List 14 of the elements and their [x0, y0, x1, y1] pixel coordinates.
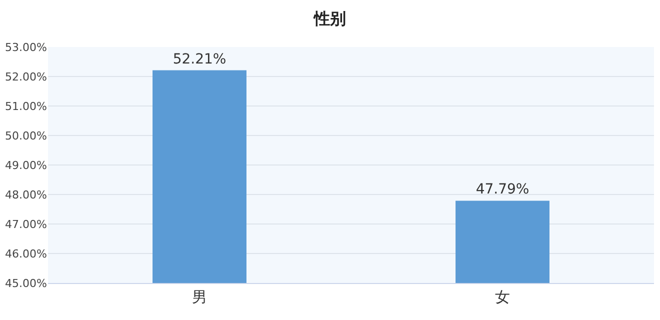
data-label: 52.21%	[172, 51, 226, 68]
y-tick-label: 52.00%	[5, 70, 47, 84]
x-tick-label: 男	[192, 288, 207, 306]
y-tick-label: 51.00%	[5, 100, 47, 113]
data-label: 47.79%	[476, 182, 530, 198]
chart-title: 性别	[313, 9, 346, 28]
y-tick-label: 49.00%	[5, 158, 47, 172]
x-tick-label: 女	[495, 288, 510, 306]
y-tick-label: 48.00%	[5, 188, 47, 202]
y-tick-label: 45.00%	[5, 276, 47, 290]
y-tick-label: 53.00%	[5, 40, 47, 54]
y-tick-label: 50.00%	[5, 129, 47, 142]
y-tick-label: 46.00%	[5, 247, 47, 260]
y-tick-label: 47.00%	[5, 218, 47, 231]
